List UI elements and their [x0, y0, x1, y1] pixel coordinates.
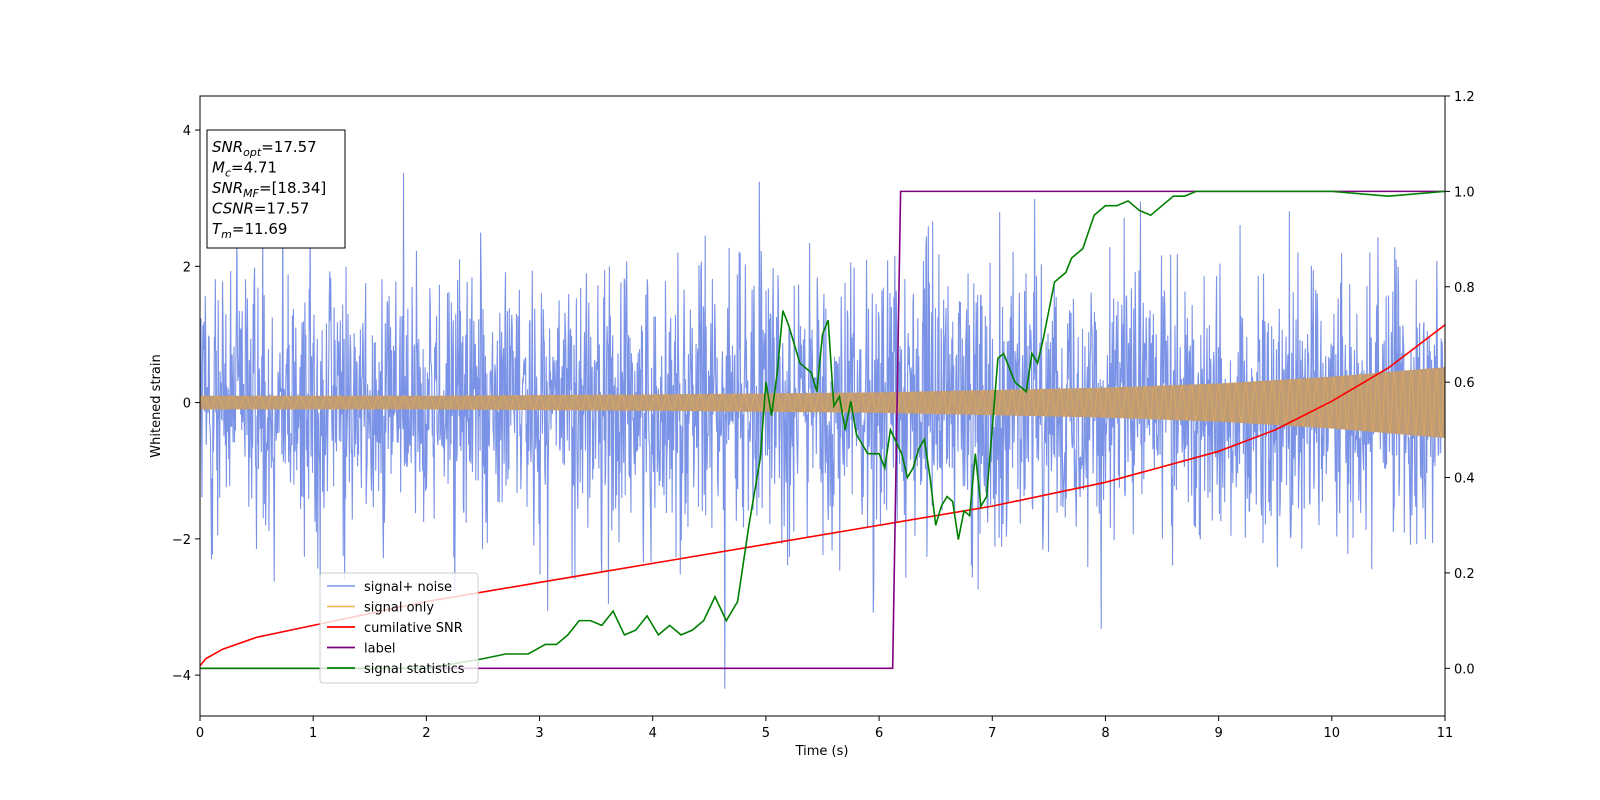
- signal-only-series: [200, 367, 1445, 439]
- info-box-frame: [206, 129, 346, 249]
- x-tick-label: 3: [535, 726, 543, 741]
- info-subscript: opt: [243, 146, 262, 159]
- info-value: =[18.34]: [259, 179, 326, 197]
- y-right-tick-label: 0.2: [1454, 567, 1475, 582]
- label-line: [200, 190, 1445, 670]
- legend: signal+ noise signal only cumilative SNR la…: [319, 572, 479, 684]
- plot-area: [200, 173, 1445, 689]
- y-right-tick-label: 0.4: [1454, 472, 1475, 487]
- legend-frame: [319, 572, 479, 684]
- info-value: =17.57: [254, 200, 310, 218]
- signal-only-envelope: [200, 367, 1445, 439]
- y-right-tick-label: 0.6: [1454, 376, 1475, 391]
- y-left-tick-label: −4: [172, 669, 191, 684]
- legend-entry: signal only: [364, 601, 434, 616]
- info-symbol: CSNR: [212, 200, 254, 218]
- info-box: SNRopt=17.57Mc=4.71SNRMF=[18.34]CSNR=17.…: [206, 129, 346, 249]
- y-right-tick-label: 1.2: [1454, 90, 1475, 105]
- info-value: =4.71: [231, 159, 277, 177]
- legend-entry: label: [364, 642, 395, 657]
- info-line: Tm=11.69: [212, 220, 287, 241]
- info-line: SNRMF=[18.34]: [212, 179, 326, 200]
- x-tick-label: 1: [309, 726, 317, 741]
- info-symbol: SNR: [212, 138, 243, 156]
- signal-noise-line: [200, 173, 1445, 689]
- x-tick-label: 11: [1437, 726, 1454, 741]
- x-tick-label: 10: [1324, 726, 1341, 741]
- info-symbol: M: [212, 159, 225, 177]
- y-axis-left: −4 −2 0 2 4: [172, 124, 200, 684]
- info-subscript: c: [225, 167, 231, 180]
- info-line: SNRopt=17.57: [212, 138, 317, 159]
- x-tick-label: 7: [988, 726, 996, 741]
- y-left-tick-label: 2: [183, 260, 191, 275]
- info-value: =17.57: [261, 138, 317, 156]
- y-left-tick-label: 0: [183, 397, 191, 412]
- legend-entry: signal statistics: [364, 662, 465, 677]
- x-tick-label: 5: [762, 726, 770, 741]
- info-symbol: T: [212, 220, 223, 238]
- plot-frame: [199, 95, 1446, 717]
- info-line: Mc=4.71: [212, 159, 277, 180]
- x-tick-label: 2: [422, 726, 430, 741]
- info-line: CSNR=17.57: [212, 200, 309, 218]
- y-right-tick-label: 0.0: [1454, 662, 1475, 677]
- cumulative-snr-line: [200, 324, 1445, 667]
- info-symbol: SNR: [212, 179, 243, 197]
- x-axis-label: Time (s): [795, 744, 849, 759]
- info-value: =11.69: [232, 220, 288, 238]
- y-right-tick-label: 0.8: [1454, 281, 1475, 296]
- y-left-tick-label: 4: [183, 124, 191, 139]
- x-tick-label: 8: [1101, 726, 1109, 741]
- x-tick-label: 9: [1214, 726, 1222, 741]
- signal-noise-series: [200, 173, 1445, 689]
- legend-entry: cumilative SNR: [364, 621, 463, 636]
- x-tick-label: 6: [875, 726, 883, 741]
- signal-only-line: [200, 367, 1445, 438]
- x-axis: 0 1 2 3 4 5 6 7 8 9 10 11: [196, 716, 1453, 741]
- x-tick-label: 0: [196, 726, 204, 741]
- x-tick-label: 4: [649, 726, 657, 741]
- y-left-tick-label: −2: [172, 533, 191, 548]
- legend-entry: signal+ noise: [364, 580, 452, 595]
- y-axis-label: Whitened strain: [149, 354, 164, 457]
- signal-statistics-line: [200, 190, 1445, 670]
- y-right-tick-label: 1.0: [1454, 185, 1475, 200]
- info-subscript: MF: [243, 187, 259, 200]
- info-subscript: m: [221, 228, 232, 241]
- y-axis-right: 0.0 0.2 0.4 0.6 0.8 1.0 1.2: [1445, 90, 1475, 677]
